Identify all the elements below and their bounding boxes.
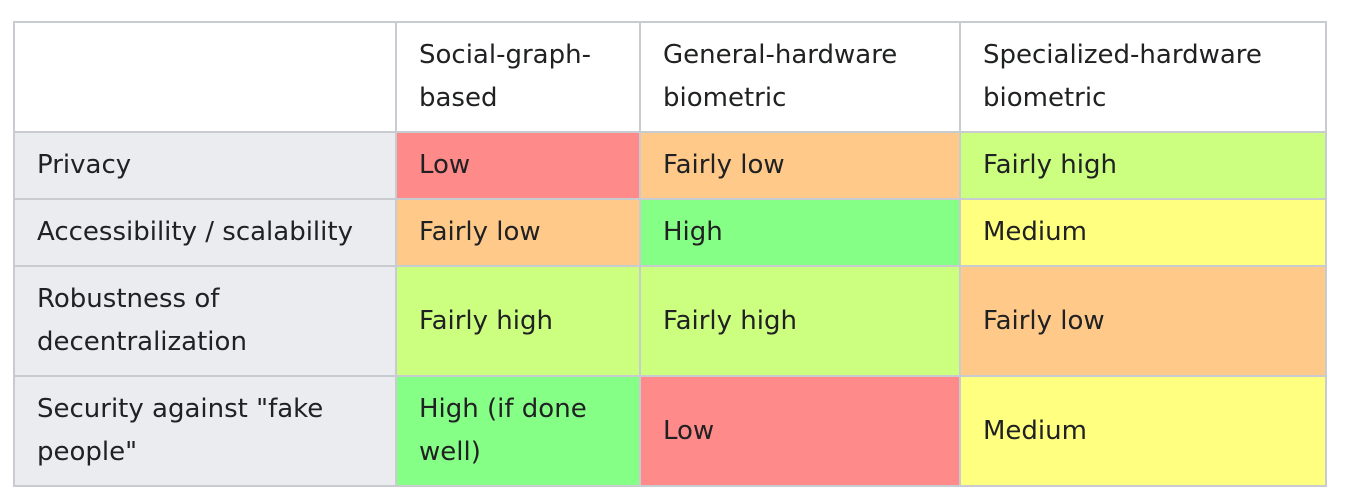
corner-header-cell [13, 21, 397, 133]
column-header-social-graph: Social-graph-based [395, 21, 641, 133]
comparison-table: Social-graph-based General-hardware biom… [13, 21, 1327, 487]
row-header-robustness: Robustness of decentralization [13, 265, 397, 377]
rating-cell: Medium [959, 375, 1327, 487]
rating-cell: Fairly high [639, 265, 961, 377]
rating-cell: Medium [959, 198, 1327, 267]
rating-cell: Fairly high [395, 265, 641, 377]
rating-cell: Fairly low [395, 198, 641, 267]
row-header-security: Security against "fake people" [13, 375, 397, 487]
table-row-robustness: Robustness of decentralization Fairly hi… [13, 265, 1327, 377]
table-row-accessibility: Accessibility / scalability Fairly low H… [13, 198, 1327, 267]
rating-cell: Fairly high [959, 131, 1327, 200]
row-header-privacy: Privacy [13, 131, 397, 200]
rating-cell: Low [395, 131, 641, 200]
column-header-specialized-hardware: Specialized-hardware biometric [959, 21, 1327, 133]
table-row-security: Security against "fake people" High (if … [13, 375, 1327, 487]
rating-cell: High (if done well) [395, 375, 641, 487]
table-header-row: Social-graph-based General-hardware biom… [13, 21, 1327, 133]
column-header-general-hardware: General-hardware biometric [639, 21, 961, 133]
rating-cell: High [639, 198, 961, 267]
row-header-accessibility: Accessibility / scalability [13, 198, 397, 267]
rating-cell: Fairly low [959, 265, 1327, 377]
rating-cell: Low [639, 375, 961, 487]
rating-cell: Fairly low [639, 131, 961, 200]
table-row-privacy: Privacy Low Fairly low Fairly high [13, 131, 1327, 200]
